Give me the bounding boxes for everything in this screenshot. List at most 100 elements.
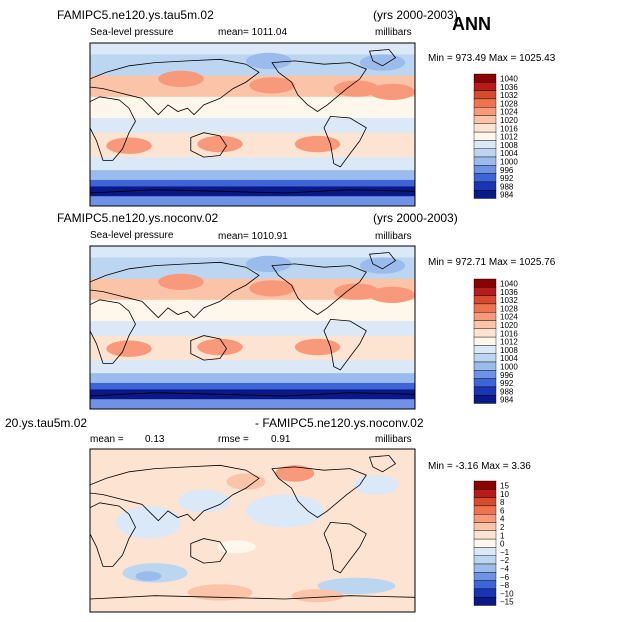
pressure-high <box>197 338 243 356</box>
slp-band <box>90 170 415 181</box>
panel3-minmax: Min = -3.16 Max = 3.36 <box>428 461 531 472</box>
panel2-units: millibars <box>375 231 412 242</box>
diff-anomaly <box>135 571 162 582</box>
colorbar-tick-label: 1028 <box>500 304 518 313</box>
slp-band <box>90 382 415 390</box>
colorbar-swatch <box>473 131 497 141</box>
coastline <box>323 521 367 574</box>
colorbar-tick-label: −4 <box>500 564 510 573</box>
coastline <box>90 392 415 409</box>
colorbar-swatch <box>473 336 497 346</box>
pressure-low <box>359 257 406 274</box>
colorbar-tick-label: 8 <box>500 498 505 507</box>
colorbar-swatch <box>473 530 497 540</box>
slp-band <box>90 360 415 374</box>
colorbar-tick-label: 1016 <box>500 124 518 133</box>
panel3-case-title-2: - FAMIPC5.ne120.ys.noconv.02 <box>255 416 424 430</box>
pressure-high <box>333 80 380 97</box>
colorbar-swatch <box>473 295 497 305</box>
colorbar-swatch <box>473 597 497 606</box>
panel1-years: (yrs 2000-2003) <box>373 8 458 22</box>
colorbar-2: 1040103610321028102410201016101210081004… <box>473 278 518 405</box>
map-panel-3 <box>90 449 415 612</box>
colorbar-swatch <box>473 115 497 125</box>
colorbar-tick-label: −6 <box>500 573 510 582</box>
coastline <box>368 49 397 67</box>
colorbar-swatch <box>473 123 497 133</box>
panel1-variable: Sea-level pressure <box>90 27 174 38</box>
coastline <box>271 466 367 518</box>
pressure-low <box>246 255 292 273</box>
colorbar-tick-label: −15 <box>500 598 514 607</box>
colorbar-swatch <box>473 580 497 590</box>
pressure-high <box>369 83 415 101</box>
colorbar-tick-label: −2 <box>500 556 510 565</box>
coastline <box>368 252 397 270</box>
pressure-high <box>333 283 380 300</box>
panel1-mean: mean= 1011.04 <box>218 27 288 38</box>
colorbar-swatch <box>473 497 497 507</box>
panel2-variable: Sea-level pressure <box>90 230 174 241</box>
pressure-high <box>106 340 152 357</box>
colorbar-swatch <box>473 480 497 490</box>
pressure-high <box>369 286 415 304</box>
pressure-high <box>294 135 341 153</box>
map-panel-2 <box>90 246 415 409</box>
colorbar-swatch <box>473 505 497 515</box>
colorbar-tick-label: 1000 <box>500 362 518 371</box>
colorbar-swatch <box>473 328 497 338</box>
slp-band <box>90 179 415 187</box>
colorbar-swatch <box>473 156 497 166</box>
map-panel-1 <box>90 43 415 206</box>
colorbar-swatch <box>473 181 497 191</box>
colorbar-tick-label: 1024 <box>500 313 518 322</box>
pressure-high <box>106 137 152 154</box>
colorbar-tick-label: 1032 <box>500 91 518 100</box>
colorbar-tick-label: 1028 <box>500 99 518 108</box>
colorbar-swatch <box>473 82 497 91</box>
slp-band <box>90 96 415 119</box>
colorbar-tick-label: 15 <box>500 481 509 490</box>
coastline <box>368 455 397 473</box>
colorbar-tick-label: 1 <box>500 531 505 540</box>
colorbar-tick-label: 1016 <box>500 329 518 338</box>
colorbar-tick-label: 1000 <box>500 157 518 166</box>
panel2-case-title: FAMIPC5.ne120.ys.noconv.02 <box>57 211 219 225</box>
panel2-years: (yrs 2000-2003) <box>373 211 458 225</box>
colorbar-tick-label: 1004 <box>500 354 518 363</box>
colorbar-tick-label: 992 <box>500 174 514 183</box>
diff-anomaly <box>246 494 324 528</box>
coastline <box>90 96 136 161</box>
diff-anomaly <box>177 489 230 513</box>
coastline <box>90 261 260 319</box>
pressure-high <box>158 70 204 88</box>
colorbar-tick-label: 992 <box>500 379 514 388</box>
colorbar-swatch <box>473 312 497 321</box>
panel3-units: millibars <box>375 434 412 445</box>
diff-anomaly <box>275 465 315 482</box>
colorbar-swatch <box>473 547 497 556</box>
colorbar-tick-label: 988 <box>500 387 514 396</box>
colorbar-tick-label: 988 <box>500 182 514 191</box>
panel3-case-title: 20.ys.tau5m.02 <box>5 416 88 430</box>
coastline <box>190 335 227 361</box>
colorbar-swatch <box>473 173 497 183</box>
slp-band <box>90 389 415 400</box>
colorbar-tick-label: 996 <box>500 371 514 380</box>
diff-anomaly <box>291 589 344 603</box>
coastline <box>271 263 367 315</box>
colorbar-swatch <box>473 588 497 598</box>
slp-band <box>90 373 415 384</box>
colorbar-swatch <box>473 287 497 296</box>
coastline <box>90 595 415 612</box>
coastline <box>90 299 136 364</box>
pressure-low <box>359 54 406 71</box>
colorbar-swatch <box>473 73 497 83</box>
colorbar-swatch <box>473 489 497 498</box>
slp-band <box>90 299 415 322</box>
colorbar-swatch <box>473 378 497 388</box>
panel3-mean-value: 0.13 <box>145 434 165 445</box>
colorbar-tick-label: 1008 <box>500 141 518 150</box>
colorbar-swatch <box>473 320 497 330</box>
map-frame <box>89 448 416 613</box>
